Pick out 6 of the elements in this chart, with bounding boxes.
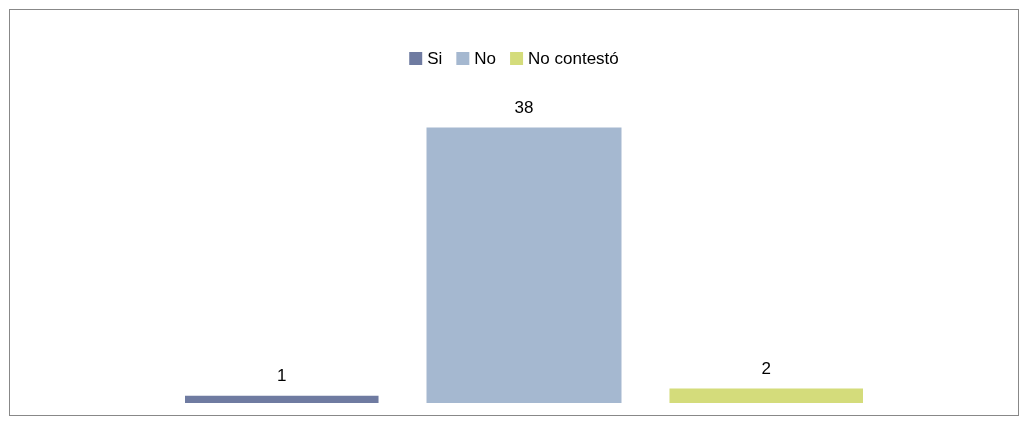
data-label: 38	[514, 97, 534, 117]
legend-label: Si	[427, 49, 443, 68]
legend-label: No	[474, 49, 497, 68]
legend-label: No contestó	[528, 49, 619, 68]
data-label: 1	[277, 365, 287, 385]
data-label: 2	[761, 358, 771, 378]
